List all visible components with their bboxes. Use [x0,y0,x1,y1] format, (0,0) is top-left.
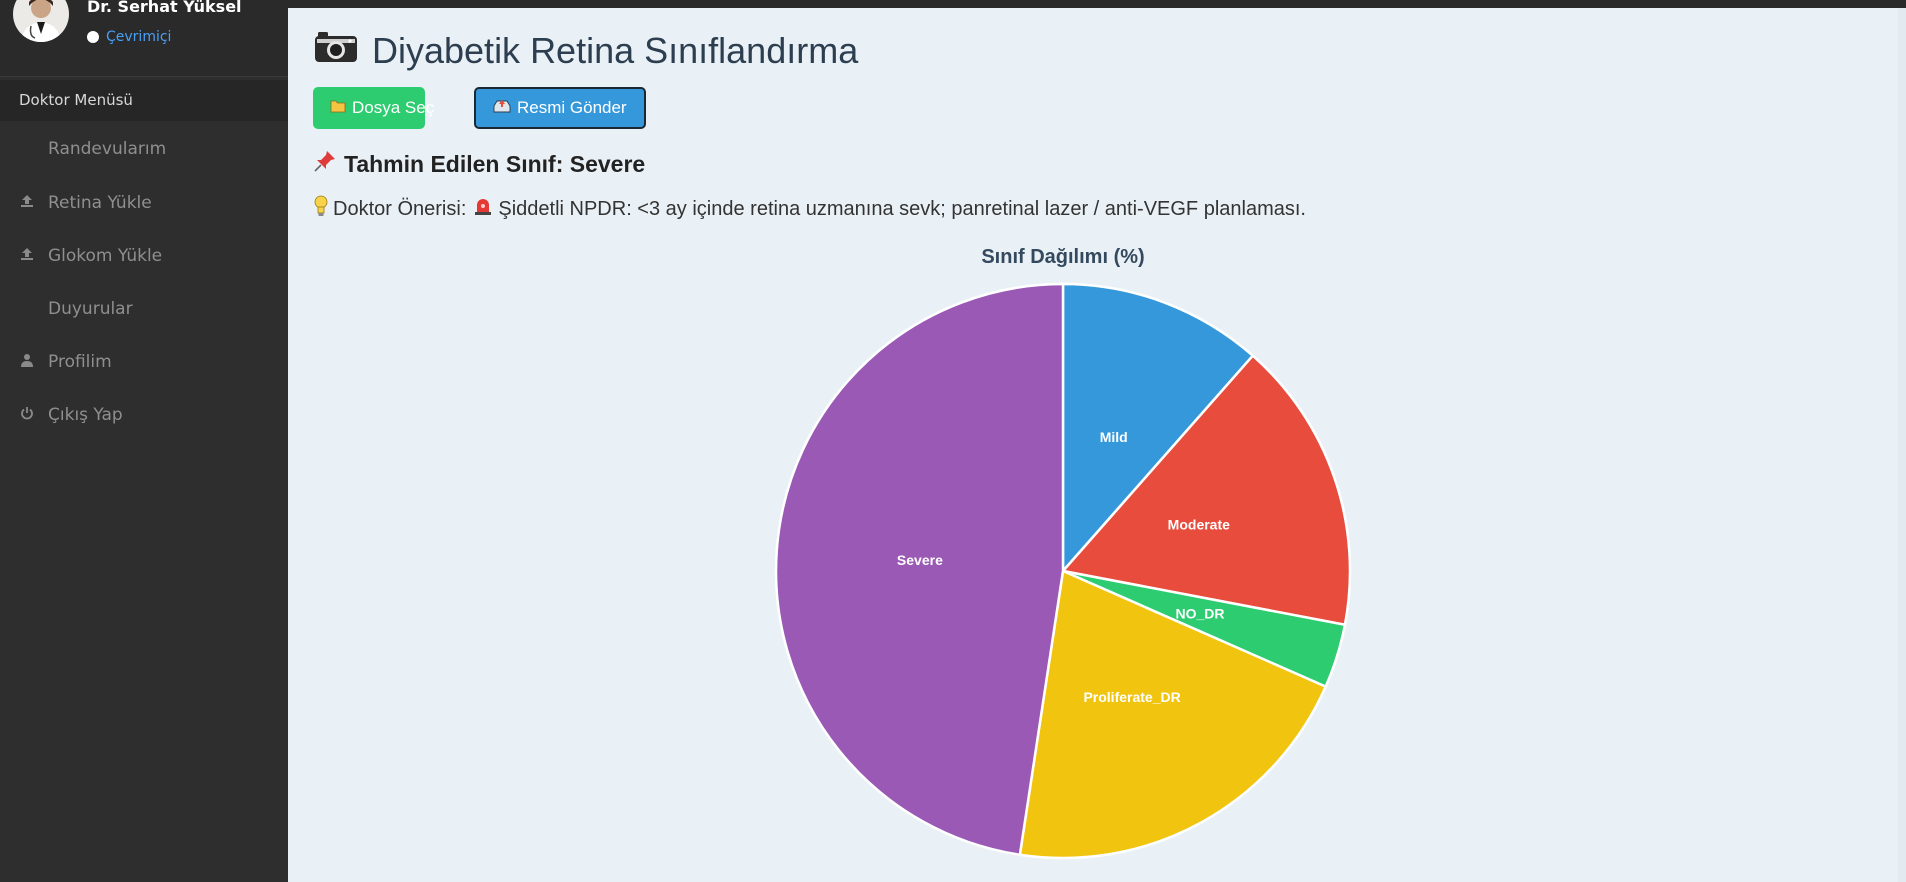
advice-text: Şiddetli NPDR: <3 ay içinde retina uzman… [498,197,1306,220]
pie-label-proliferate-dr: Proliferate_DR [1083,689,1180,705]
sidebar-item-label: Duyurular [48,299,133,319]
upload-icon [18,247,36,265]
doctor-advice: Doktor Önerisi: Şiddetli NPDR: <3 ay içi… [314,195,1306,223]
sidebar-item-appointments[interactable]: Randevularım [0,129,288,169]
pushpin-icon [314,150,336,178]
pie-label-moderate: Moderate [1168,517,1230,533]
pie-chart: Mild Moderate NO_DR Proliferate_DR Severe [774,282,1352,860]
lightbulb-icon [314,195,328,223]
page-title: Diyabetik Retina Sınıflandırma [314,30,858,72]
sidebar-item-retina-upload[interactable]: Retina Yükle [0,183,288,223]
sidebar-divider [0,76,288,77]
inbox-tray-icon [493,99,511,117]
pie-slice-severe[interactable] [774,282,1065,857]
camera-icon [314,30,358,72]
pie-slice-mild[interactable] [1061,282,1255,575]
prediction-text: Tahmin Edilen Sınıf: Severe [344,150,646,177]
page-title-text: Diyabetik Retina Sınıflandırma [372,30,859,71]
sidebar-item-label: Randevularım [48,139,167,159]
power-icon [18,406,36,424]
pie-slice-moderate[interactable] [1060,353,1352,627]
online-dot-icon [87,31,99,43]
choose-file-label: Dosya Seç [352,98,435,117]
pie-label-mild: Mild [1100,429,1128,445]
sidebar: Dr. Serhat Yüksel Çevrimiçi Doktor Menüs… [0,0,288,882]
pie-slice-proliferate-dr[interactable] [1018,569,1328,860]
sidebar-item-label: Glokom Yükle [48,246,163,266]
pie-label-no-dr: NO_DR [1175,606,1224,622]
status-label: Çevrimiçi [106,29,172,45]
sidebar-item-profile[interactable]: Profilim [0,342,288,382]
main-content: Diyabetik Retina Sınıflandırma Dosya Seç… [288,8,1906,882]
send-image-button[interactable]: Resmi Gönder [474,87,646,129]
user-name: Dr. Serhat Yüksel [87,0,242,16]
folder-icon [330,99,346,117]
sidebar-item-label: Çıkış Yap [48,405,123,425]
avatar [13,0,69,42]
online-status: Çevrimiçi [87,28,171,46]
chart-title: Sınıf Dağılımı (%) [981,246,1145,268]
sidebar-item-logout[interactable]: Çıkış Yap [0,395,288,435]
upload-icon [18,194,36,212]
sidebar-item-label: Profilim [48,352,112,372]
sidebar-item-glaucoma-upload[interactable]: Glokom Yükle [0,236,288,276]
user-icon [18,353,36,371]
sidebar-item-announcements[interactable]: Duyurular [0,289,288,329]
send-image-label: Resmi Gönder [517,98,627,117]
choose-file-button[interactable]: Dosya Seç [313,87,434,129]
user-panel: Dr. Serhat Yüksel Çevrimiçi [0,0,288,76]
window-top-strip [0,0,1906,8]
menu-header: Doktor Menüsü [0,80,288,121]
pie-label-severe: Severe [897,552,943,568]
prediction-heading: Tahmin Edilen Sınıf: Severe [314,150,645,178]
siren-icon [474,197,492,221]
vertical-scrollbar[interactable] [1898,8,1906,882]
sidebar-item-label: Retina Yükle [48,193,152,213]
advice-prefix: Doktor Önerisi: [333,197,467,220]
